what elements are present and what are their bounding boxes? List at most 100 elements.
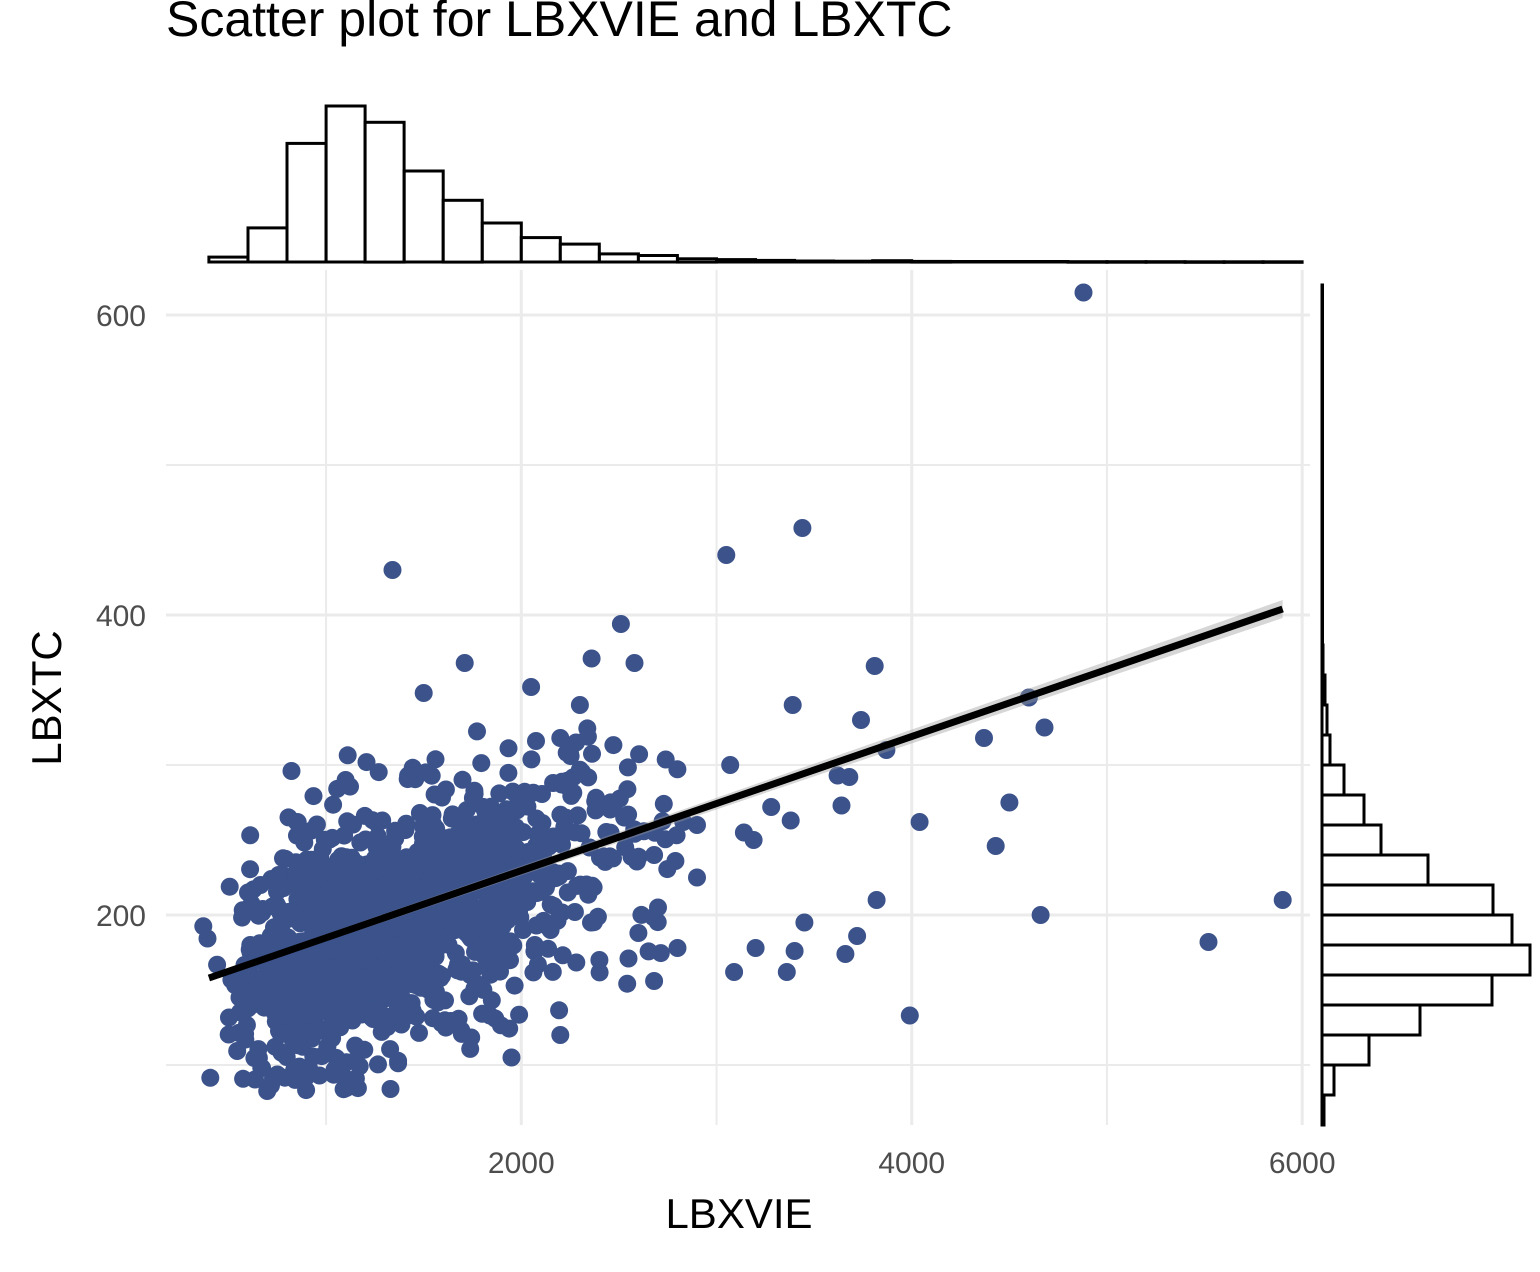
scatter-point [510, 1005, 529, 1024]
scatter-point [468, 722, 486, 741]
scatter-point [372, 962, 391, 981]
scatter-point [208, 955, 227, 974]
scatter-point [274, 849, 292, 868]
scatter-point [310, 1066, 329, 1085]
scatter-point [668, 760, 687, 779]
scatter-point [553, 946, 572, 965]
scatter-point [1273, 891, 1292, 909]
right-histogram-bar [1320, 823, 1383, 857]
scatter-point [439, 935, 458, 954]
top-histogram-bar [1222, 260, 1265, 264]
right-histogram-bar [1320, 313, 1324, 347]
scatter-point [429, 825, 448, 844]
scatter-point [482, 891, 501, 910]
top-histogram-bar [1183, 260, 1226, 264]
right-histogram-bar [1320, 913, 1514, 947]
scatter-point [241, 860, 260, 879]
top-histogram-bar [988, 260, 1031, 264]
scatter-point [220, 1008, 238, 1027]
right-histogram-bar [1320, 1003, 1422, 1037]
right-histogram-bar [1320, 703, 1329, 737]
scatter-point [645, 972, 664, 990]
scatter-point [272, 1043, 291, 1062]
scatter-point [550, 1001, 569, 1020]
top-histogram-bar [676, 257, 718, 264]
right-histogram-bar [1320, 583, 1324, 617]
scatter-point [654, 794, 673, 813]
top-histogram-bar [480, 221, 523, 264]
right-histogram-bar [1320, 403, 1324, 437]
scatter-point [383, 561, 402, 579]
scatter-point [312, 1047, 331, 1066]
right-histogram-bar [1320, 793, 1366, 827]
scatter-point [412, 978, 431, 997]
scatter-point [465, 912, 484, 931]
scatter-point [300, 851, 319, 870]
scatter-point [783, 696, 802, 714]
scatter-point [361, 891, 380, 910]
scatter-point [324, 795, 343, 814]
scatter-point [578, 719, 597, 738]
scatter-point [389, 999, 408, 1018]
scatter-point [345, 1052, 364, 1070]
scatter-point [400, 951, 419, 970]
top-histogram-bar [402, 169, 445, 264]
scatter-points [194, 283, 1292, 1100]
scatter-point [286, 1070, 305, 1089]
scatter-point [604, 849, 622, 868]
scatter-point [910, 813, 929, 831]
scatter-point [234, 1069, 253, 1088]
scatter-point [688, 868, 706, 887]
scatter-point [448, 961, 467, 980]
scatter-point [828, 766, 847, 785]
scatter-point [832, 796, 851, 815]
scatter-point [746, 939, 765, 957]
scatter-point [337, 1079, 356, 1098]
scatter-point [461, 1039, 480, 1058]
scatter-point [619, 949, 638, 968]
scatter-point [266, 967, 285, 986]
top-histogram-bar [1066, 260, 1109, 264]
scatter-point [350, 939, 369, 958]
scatter-point [472, 754, 491, 773]
scatter-point [482, 800, 501, 818]
scatter-point [338, 746, 357, 765]
scatter-point [688, 816, 706, 834]
y-tick-label: 600 [96, 300, 146, 333]
top-histogram-bar [324, 104, 367, 264]
x-tick-label: 2000 [488, 1147, 555, 1180]
scatter-point [604, 736, 623, 755]
scatter-point [1074, 283, 1093, 302]
top-histogram-bar [754, 258, 797, 264]
scatter-point [468, 975, 487, 994]
scatter-point [239, 883, 257, 902]
top-histogram-bar [715, 258, 757, 264]
scatter-point [381, 1080, 400, 1098]
scatter-point [656, 830, 675, 849]
top-histogram-bar [832, 259, 875, 264]
scatter-point [588, 907, 607, 926]
scatter-point [425, 785, 444, 804]
scatter-point [499, 739, 518, 758]
scatter-point [1035, 718, 1054, 737]
scatter-point [484, 853, 503, 872]
scatter-point [762, 798, 781, 816]
scatter-point [449, 824, 468, 843]
scatter-point [373, 811, 392, 830]
regression-line-group [207, 600, 1284, 982]
scatter-point [233, 901, 252, 920]
scatter-point [239, 999, 257, 1018]
scatter-point [1031, 906, 1050, 924]
scatter-point [407, 1007, 426, 1026]
scatter-point [479, 951, 498, 970]
scatter-point [852, 711, 870, 729]
scatter-point [357, 753, 376, 772]
top-histogram-bar [1261, 260, 1304, 264]
scatter-point [611, 615, 630, 633]
scatter-point [266, 933, 285, 952]
scatter-point [356, 830, 375, 849]
scatter-point [397, 814, 416, 833]
regression-line [207, 605, 1284, 982]
scatter-point [527, 732, 545, 750]
